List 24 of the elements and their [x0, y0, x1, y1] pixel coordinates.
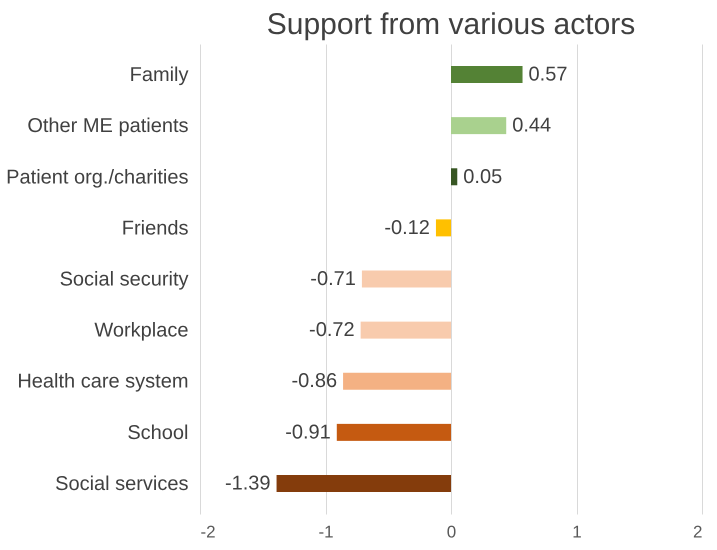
y-tick-label: Social security	[60, 268, 188, 290]
y-tick-label: Workplace	[94, 320, 188, 342]
x-tick-label: 1	[572, 522, 582, 542]
data-label: 0.57	[528, 64, 568, 86]
data-label: -0.72	[309, 319, 355, 342]
data-label: 0.44	[512, 114, 552, 137]
data-label: -1.39	[224, 472, 271, 494]
y-tick-label: Other ME patients	[27, 115, 188, 138]
x-tick-label: -1	[318, 522, 334, 542]
chart-title: Support from various actors	[266, 8, 636, 41]
y-tick-label: Social services	[55, 472, 188, 495]
y-tick-label: School	[127, 422, 188, 444]
y-tick-label: Health care system	[17, 370, 188, 393]
x-tick-label: -2	[200, 522, 216, 542]
x-tick-label: 2	[693, 522, 702, 542]
data-label: -0.12	[384, 216, 430, 239]
y-tick-label: Friends	[122, 217, 188, 240]
x-tick-label: 0	[446, 522, 456, 542]
y-tick-label: Family	[130, 64, 188, 86]
y-tick-label: Patient org./charities	[6, 166, 188, 188]
data-label: -0.86	[291, 370, 338, 392]
data-label: -0.71	[310, 268, 356, 290]
data-label: -0.91	[285, 421, 331, 444]
data-label: 0.05	[463, 166, 502, 188]
